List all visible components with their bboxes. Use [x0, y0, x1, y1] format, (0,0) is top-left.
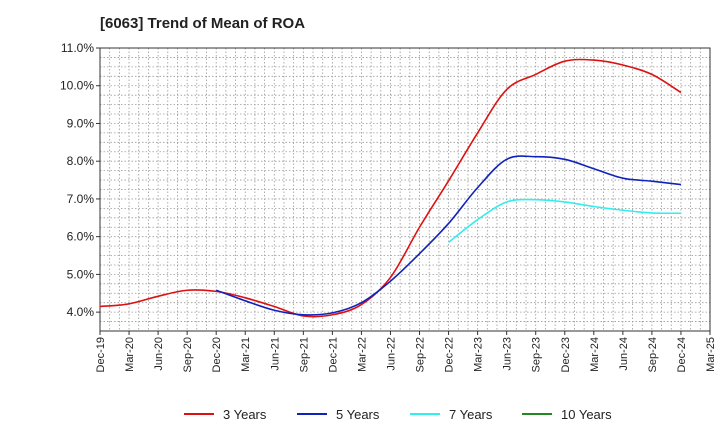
legend-label: 7 Years [449, 407, 493, 422]
series-lines [99, 58, 682, 318]
x-tick-label: Dec-24 [676, 337, 688, 372]
plot-frame [99, 47, 711, 332]
x-tick-label: Mar-21 [240, 337, 252, 372]
x-tick-label: Sep-24 [647, 337, 659, 372]
y-axis-ticks: 4.0% 5.0% 6.0% 7.0% 8.0% 9.0% 10.0% 11.0% [60, 41, 100, 319]
x-tick-label: Jun-21 [269, 337, 281, 371]
y-tick-label: 11.0% [61, 41, 94, 55]
x-tick-label: Dec-21 [327, 337, 339, 372]
x-tick-label: Sep-22 [415, 337, 427, 372]
x-tick-label: Sep-20 [182, 337, 194, 372]
series-line-3-years [99, 58, 682, 318]
y-tick-label: 4.0% [67, 305, 95, 319]
legend-item-10-years: 10 Years [522, 407, 612, 422]
x-tick-label: Sep-21 [298, 337, 310, 372]
x-tick-label: Mar-25 [705, 337, 717, 372]
legend-item-5-years: 5 Years [297, 407, 380, 422]
y-tick-label: 10.0% [60, 79, 94, 93]
y-tick-label: 8.0% [67, 154, 95, 168]
legend-label: 3 Years [223, 407, 267, 422]
y-tick-label: 7.0% [67, 192, 95, 206]
legend-item-3-years: 3 Years [184, 407, 267, 422]
series-line-7-years [448, 198, 681, 243]
legend-label: 5 Years [336, 407, 380, 422]
x-tick-label: Mar-24 [589, 337, 601, 372]
x-tick-label: Jun-20 [153, 337, 165, 371]
x-tick-label: Dec-23 [560, 337, 572, 372]
x-tick-label: Sep-23 [531, 337, 543, 372]
x-tick-label: Mar-23 [473, 337, 485, 372]
x-tick-label: Jun-24 [618, 337, 630, 371]
legend-label: 10 Years [561, 407, 612, 422]
x-tick-label: Dec-22 [444, 337, 456, 372]
x-tick-label: Mar-20 [124, 337, 136, 372]
y-tick-label: 9.0% [67, 116, 95, 130]
x-tick-label: Mar-22 [356, 337, 368, 372]
chart-title: [6063] Trend of Mean of ROA [100, 15, 305, 32]
legend-item-7-years: 7 Years [410, 407, 493, 422]
x-tick-label: Jun-23 [502, 337, 514, 371]
x-tick-label: Dec-19 [95, 337, 107, 372]
y-tick-label: 6.0% [67, 230, 95, 244]
y-tick-label: 5.0% [67, 267, 95, 281]
x-tick-label: Dec-20 [211, 337, 223, 372]
x-axis-ticks: Dec-19 Mar-20 Jun-20 Sep-20 Dec-20 Mar-21 Jun-… [95, 331, 717, 372]
x-tick-label: Jun-22 [385, 337, 397, 371]
gridlines [100, 48, 710, 331]
series-line-5-years [215, 155, 682, 316]
legend: 3 Years 5 Years 7 Years 10 Years [184, 407, 612, 422]
